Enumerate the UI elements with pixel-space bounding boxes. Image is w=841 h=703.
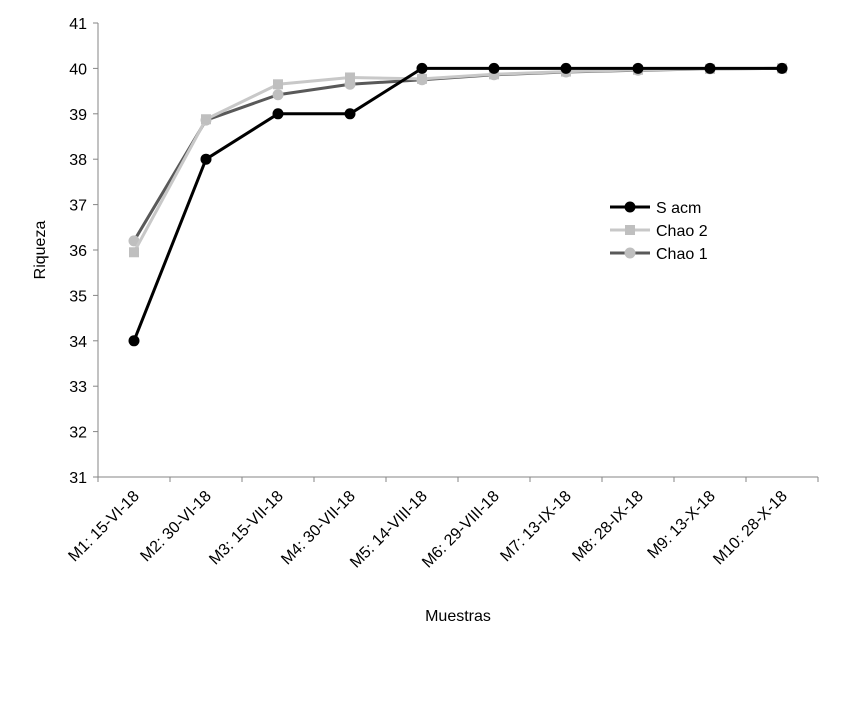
legend-marker-chao-1 — [624, 247, 636, 259]
data-point-s-acm — [344, 108, 356, 120]
y-tick-label: 31 — [69, 470, 87, 487]
y-tick-label: 41 — [69, 16, 87, 33]
legend-item-chao-2: Chao 2 — [610, 223, 708, 240]
legend-item-chao-1: Chao 1 — [610, 246, 708, 263]
legend-label-chao-1: Chao 1 — [656, 246, 708, 263]
data-point-s-acm — [272, 108, 284, 120]
x-tick-label: M1: 15-VI-18 — [65, 488, 142, 565]
x-tick-label: M9: 13-X-18 — [645, 488, 719, 562]
x-tick-label: M2: 30-VI-18 — [137, 488, 214, 565]
data-point-s-acm — [560, 62, 572, 74]
data-point-chao-2 — [273, 79, 283, 90]
legend-item-s-acm: S acm — [610, 200, 701, 217]
data-point-s-acm — [632, 62, 644, 74]
y-tick-label: 32 — [69, 425, 87, 442]
data-point-s-acm — [488, 62, 500, 74]
data-point-s-acm — [128, 335, 140, 347]
data-point-chao-2 — [417, 73, 427, 84]
data-point-chao-1 — [272, 89, 284, 101]
series-s-acm — [128, 62, 788, 347]
y-tick-label: 35 — [69, 288, 87, 305]
y-tick-label: 34 — [69, 334, 87, 351]
y-tick-label: 36 — [69, 243, 87, 260]
y-tick-label: 38 — [69, 152, 87, 169]
legend-label-s-acm: S acm — [656, 200, 701, 217]
data-point-s-acm — [200, 153, 212, 165]
y-tick-label: 37 — [69, 198, 87, 215]
data-point-s-acm — [704, 62, 716, 74]
legend-marker-chao-2 — [625, 225, 635, 235]
legend-label-chao-2: Chao 2 — [656, 223, 708, 240]
data-point-s-acm — [776, 62, 788, 74]
data-point-chao-2 — [129, 247, 139, 258]
y-tick-label: 40 — [69, 61, 87, 78]
x-tick-label: M8: 28-IX-18 — [569, 488, 646, 565]
data-point-chao-2 — [201, 114, 211, 125]
data-point-chao-1 — [128, 235, 140, 247]
series-chao-1 — [128, 62, 788, 247]
legend: S acm Chao 2 Chao 1 — [610, 200, 708, 263]
x-tick-label: M3: 15-VII-18 — [206, 488, 287, 569]
y-axis-title: Riqueza — [32, 221, 49, 280]
y-tick-label: 33 — [69, 379, 87, 396]
x-tick-label: M6: 29-VIII-18 — [419, 488, 503, 572]
data-point-chao-2 — [489, 69, 499, 80]
y-axis: 31 32 33 34 35 36 37 38 39 40 41 — [69, 16, 99, 487]
x-tick-label: M7: 13-IX-18 — [497, 488, 574, 565]
series-line-s-acm — [132, 66, 782, 342]
data-point-chao-2 — [345, 72, 355, 83]
y-tick-group: 31 32 33 34 35 36 37 38 39 40 41 — [69, 16, 98, 487]
y-tick-label: 39 — [69, 107, 87, 124]
x-tick-label: M10: 28-X-18 — [710, 488, 791, 569]
x-axis-title: Muestras — [425, 608, 491, 625]
legend-marker-s-acm — [624, 201, 636, 213]
data-point-s-acm — [416, 62, 428, 74]
series-layer — [128, 62, 788, 347]
x-tick-label: M4: 30-VII-18 — [278, 488, 359, 569]
